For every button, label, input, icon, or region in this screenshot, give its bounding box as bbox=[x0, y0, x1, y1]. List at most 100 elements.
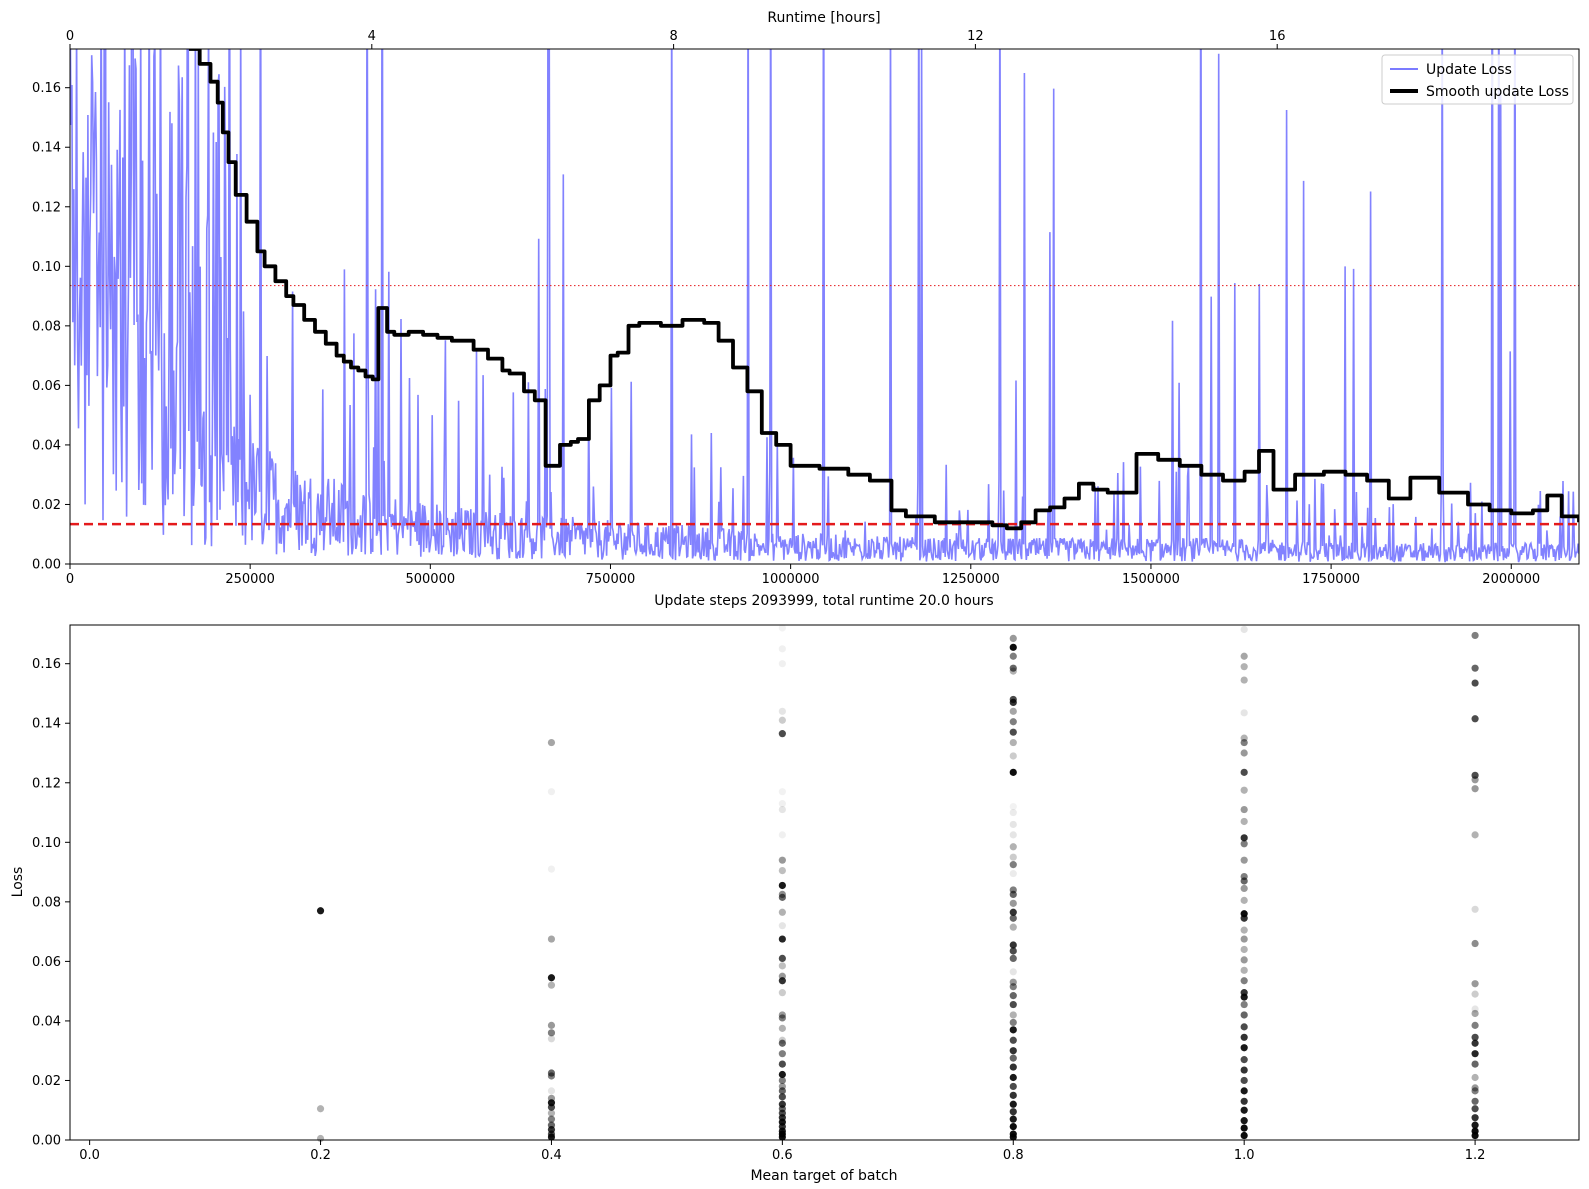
bottom-x-tick-label: 1.0 bbox=[1234, 1148, 1255, 1163]
scatter-point bbox=[1240, 1124, 1248, 1132]
scatter-point bbox=[547, 974, 556, 982]
scatter-point bbox=[1471, 905, 1479, 913]
scatter-point bbox=[778, 935, 786, 943]
scatter-point bbox=[1471, 771, 1479, 779]
scatter-point bbox=[778, 1014, 786, 1022]
scatter-point bbox=[1009, 853, 1017, 861]
scatter-point bbox=[1471, 1105, 1479, 1113]
scatter-point bbox=[1009, 992, 1017, 1000]
scatter-point bbox=[1240, 1044, 1248, 1052]
scatter-point bbox=[1009, 634, 1017, 642]
scatter-point bbox=[778, 660, 786, 668]
top-x-tick-label: 500000 bbox=[405, 572, 455, 587]
scatter-point bbox=[1240, 993, 1248, 1001]
bottom-y-tick-label: 0.12 bbox=[32, 776, 61, 791]
scatter-point bbox=[1471, 1121, 1479, 1129]
scatter-point bbox=[778, 730, 786, 738]
scatter-point bbox=[778, 1024, 786, 1032]
scatter-point bbox=[1009, 861, 1017, 869]
scatter-point bbox=[1009, 1123, 1017, 1131]
scatter-point bbox=[1009, 667, 1017, 675]
scatter-point bbox=[547, 738, 556, 747]
top-x-tick-label: 750000 bbox=[586, 572, 636, 587]
top-x-tick-label: 1000000 bbox=[762, 572, 820, 587]
scatter-point bbox=[1009, 664, 1017, 672]
scatter-point bbox=[1009, 831, 1017, 839]
scatter-point bbox=[778, 831, 786, 839]
scatter-point bbox=[1009, 1063, 1017, 1071]
bottom-y-tick-label: 0.06 bbox=[32, 955, 61, 970]
scatter-point bbox=[1471, 664, 1479, 672]
scatter-point bbox=[1240, 1117, 1248, 1125]
scatter-point bbox=[1240, 884, 1248, 893]
scatter-point bbox=[1009, 1018, 1017, 1027]
top-y-tick-label: 0.10 bbox=[32, 260, 61, 275]
scatter-point bbox=[1471, 1050, 1479, 1058]
scatter-point bbox=[778, 1050, 786, 1058]
scatter-point bbox=[1009, 1047, 1017, 1055]
top-y-tick-label: 0.06 bbox=[32, 379, 61, 394]
top-x-tick-label: 2000000 bbox=[1482, 572, 1540, 587]
scatter-point bbox=[778, 1076, 786, 1085]
scatter-point bbox=[1009, 652, 1017, 660]
scatter-point bbox=[547, 981, 556, 989]
scatter-point bbox=[1240, 914, 1248, 922]
scatter-point bbox=[1471, 715, 1479, 723]
scatter-point bbox=[778, 908, 786, 916]
scatter-point bbox=[1240, 1023, 1248, 1031]
scatter-point bbox=[1009, 947, 1017, 955]
scatter-point bbox=[1471, 1005, 1479, 1013]
scatter-point bbox=[1240, 738, 1248, 747]
scatter-point bbox=[1471, 831, 1479, 839]
scatter-point bbox=[1240, 945, 1248, 954]
scatter-point bbox=[778, 922, 786, 930]
scatter-point bbox=[547, 788, 556, 796]
scatter-point bbox=[1009, 1091, 1017, 1099]
smooth-update-loss-line bbox=[188, 49, 1579, 531]
scatter-point bbox=[1009, 1036, 1017, 1044]
scatter-point bbox=[778, 1133, 786, 1141]
scatter-point bbox=[1240, 1011, 1248, 1019]
scatter-point bbox=[1240, 1106, 1248, 1114]
scatter-point bbox=[1240, 966, 1248, 974]
scatter-point bbox=[1009, 643, 1017, 651]
scatter-point bbox=[778, 1039, 786, 1047]
scatter-point bbox=[1009, 1011, 1017, 1019]
scatter-point bbox=[1240, 817, 1248, 826]
scatter-point bbox=[547, 1115, 556, 1123]
loss-over-steps-chart: 0 250000 500000 750000 1000000 1250000 1500000… bbox=[32, 10, 1580, 609]
scatter-point bbox=[778, 954, 786, 963]
scatter-point bbox=[1240, 877, 1248, 885]
scatter-point bbox=[1009, 941, 1017, 949]
scatter-point bbox=[778, 881, 786, 890]
scatter-point bbox=[1240, 625, 1248, 634]
scatter-point bbox=[1009, 820, 1017, 829]
runtime-tick-label: 8 bbox=[669, 29, 677, 44]
scatter-point bbox=[1240, 1056, 1248, 1064]
scatter-point bbox=[1240, 676, 1248, 684]
bottom-y-ticks: 0.00 0.02 0.04 0.06 0.08 0.10 0.12 0.14 0.16 bbox=[32, 657, 70, 1149]
scatter-point bbox=[547, 1035, 556, 1043]
bottom-x-tick-label: 0.8 bbox=[1003, 1148, 1024, 1163]
scatter-point bbox=[778, 1060, 786, 1068]
scatter-point bbox=[1471, 776, 1479, 784]
scatter-point bbox=[778, 866, 786, 875]
bottom-y-tick-label: 0.08 bbox=[32, 895, 61, 910]
scatter-point bbox=[1009, 1100, 1017, 1108]
bottom-x-axis-label: Mean target of batch bbox=[750, 1168, 897, 1184]
bottom-x-tick-label: 0.6 bbox=[772, 1148, 793, 1163]
scatter-point bbox=[1240, 856, 1248, 864]
scatter-point bbox=[1009, 899, 1017, 907]
scatter-point bbox=[1240, 840, 1248, 848]
bottom-y-tick-label: 0.02 bbox=[32, 1074, 61, 1089]
scatter-point bbox=[1009, 869, 1017, 878]
scatter-point bbox=[1471, 990, 1479, 998]
scatter-point bbox=[1240, 749, 1248, 757]
top-y-tick-label: 0.12 bbox=[32, 200, 61, 215]
top-x-tick-label: 1250000 bbox=[942, 572, 1000, 587]
scatter-point bbox=[547, 935, 556, 943]
scatter-point bbox=[547, 1021, 556, 1029]
top-x-tick-label: 250000 bbox=[225, 572, 275, 587]
scatter-point bbox=[778, 893, 786, 901]
runtime-tick-label: 12 bbox=[967, 29, 984, 44]
